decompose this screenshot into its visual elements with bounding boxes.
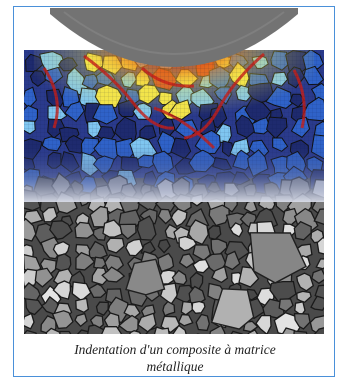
grain (153, 326, 170, 334)
grain (209, 324, 226, 334)
grain (24, 298, 44, 316)
grain (101, 325, 123, 334)
grain (125, 238, 144, 257)
caption-line-1: Indentation d'un composite à matrice (74, 342, 276, 357)
grain (125, 258, 166, 296)
grain (172, 324, 187, 334)
grain (293, 330, 308, 334)
grain (91, 267, 109, 286)
grain (24, 218, 37, 242)
grain (296, 272, 315, 292)
grain (255, 314, 272, 334)
grain (24, 312, 35, 330)
grain (74, 221, 96, 239)
grain (162, 300, 176, 317)
grain (101, 266, 126, 283)
grain (95, 301, 109, 317)
grain (316, 236, 324, 255)
figure-caption: Indentation d'un composite à matrice mét… (14, 341, 336, 375)
grain (195, 313, 210, 332)
grain (180, 300, 194, 316)
grain (211, 265, 229, 284)
grain (210, 288, 255, 330)
grain (49, 220, 73, 241)
grain (24, 209, 44, 225)
grain (178, 253, 196, 269)
grain (310, 295, 324, 311)
grain (105, 237, 125, 254)
grain (170, 208, 188, 228)
grain (278, 298, 294, 313)
grain (136, 215, 157, 241)
transition-fade (24, 146, 324, 202)
grain (223, 250, 241, 271)
grain (52, 280, 72, 300)
grain (34, 267, 55, 288)
caption-line-2: métallique (146, 359, 204, 374)
grain (74, 312, 88, 328)
grain (249, 232, 307, 284)
grain (171, 269, 188, 286)
grain (230, 330, 243, 334)
grain (313, 327, 324, 334)
grain (296, 290, 312, 303)
grain (129, 330, 142, 334)
grain (157, 238, 171, 254)
grain (178, 235, 198, 252)
grain (157, 252, 175, 273)
grain (311, 268, 324, 285)
grain (313, 208, 324, 226)
grain (41, 206, 58, 223)
grain (118, 223, 137, 240)
grain (247, 329, 259, 334)
grain (238, 266, 260, 288)
grain (188, 219, 209, 246)
grain (59, 330, 72, 334)
grain (51, 310, 74, 330)
grain (75, 251, 96, 271)
indenter-highlight (63, 11, 285, 55)
grain (75, 297, 90, 314)
grain (315, 258, 324, 270)
grain (229, 222, 244, 238)
grain (293, 220, 312, 241)
grain (293, 312, 311, 330)
indenter-icon (50, 8, 298, 67)
composite-indentation-figure (24, 8, 324, 334)
grain (87, 324, 106, 334)
grain (24, 329, 37, 334)
grain (208, 204, 230, 227)
grain (45, 327, 62, 334)
grain (191, 300, 206, 314)
grain (157, 208, 173, 225)
grain (88, 283, 107, 299)
grain (177, 313, 194, 327)
